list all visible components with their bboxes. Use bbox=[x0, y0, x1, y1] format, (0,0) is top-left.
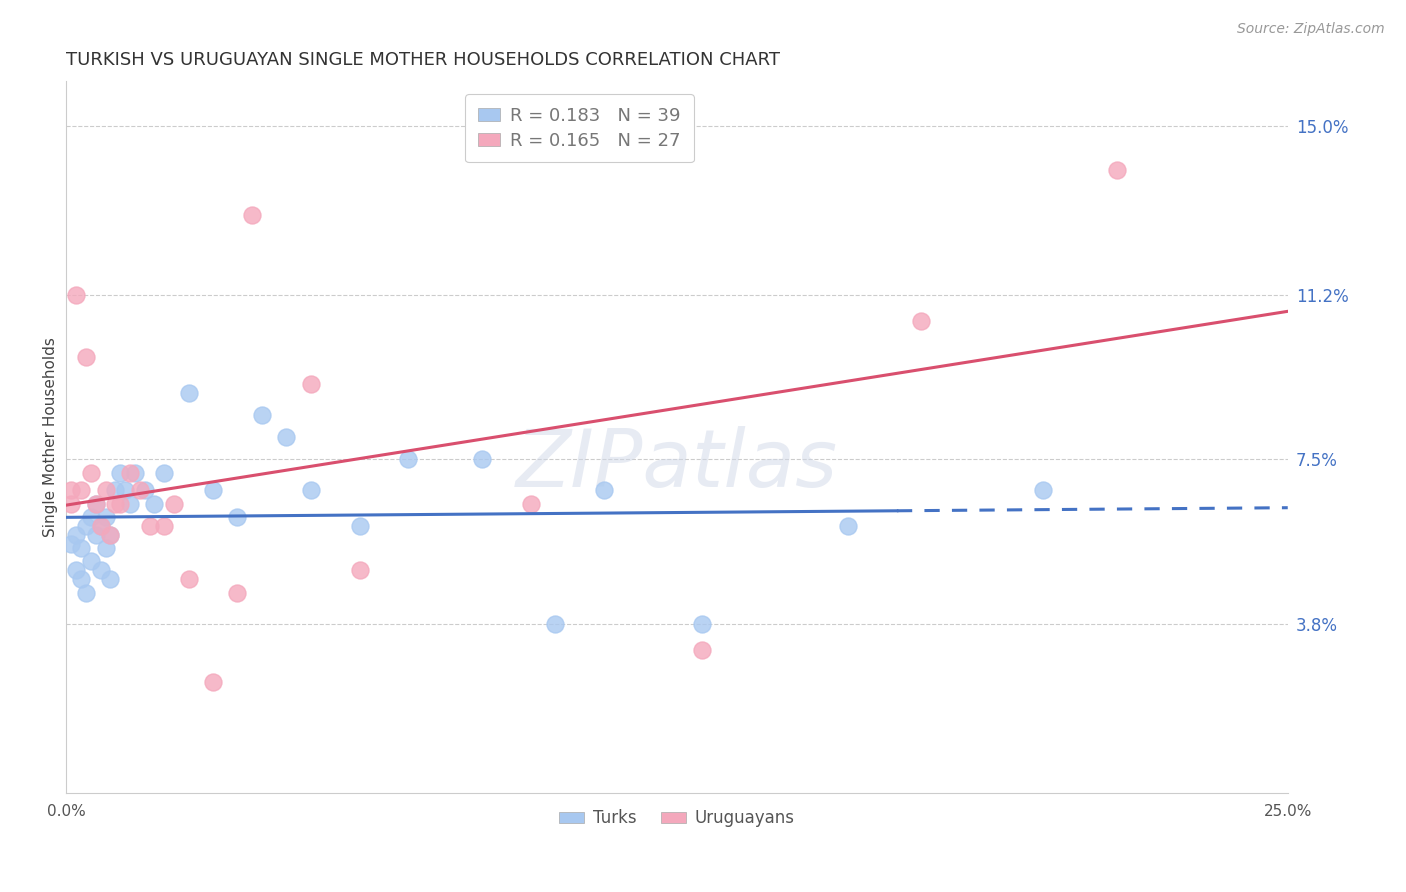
Point bbox=[100, 528, 122, 542]
Point bbox=[276, 430, 298, 444]
Point bbox=[94, 483, 117, 498]
Point bbox=[114, 483, 136, 498]
Point bbox=[910, 314, 932, 328]
Point bbox=[592, 483, 614, 498]
Point bbox=[396, 452, 419, 467]
Point bbox=[100, 572, 122, 586]
Point bbox=[250, 408, 273, 422]
Point bbox=[349, 563, 371, 577]
Point bbox=[163, 497, 186, 511]
Point bbox=[124, 466, 146, 480]
Text: TURKISH VS URUGUAYAN SINGLE MOTHER HOUSEHOLDS CORRELATION CHART: TURKISH VS URUGUAYAN SINGLE MOTHER HOUSE… bbox=[66, 51, 780, 69]
Y-axis label: Single Mother Households: Single Mother Households bbox=[44, 337, 58, 537]
Point bbox=[80, 554, 103, 568]
Point bbox=[134, 483, 156, 498]
Point bbox=[240, 208, 263, 222]
Point bbox=[690, 643, 713, 657]
Point bbox=[65, 528, 87, 542]
Point bbox=[1032, 483, 1054, 498]
Point bbox=[104, 483, 127, 498]
Text: ZIPatlas: ZIPatlas bbox=[516, 426, 838, 505]
Point bbox=[108, 466, 131, 480]
Point bbox=[1105, 163, 1128, 178]
Point bbox=[104, 497, 127, 511]
Point bbox=[60, 497, 83, 511]
Legend: Turks, Uruguayans: Turks, Uruguayans bbox=[553, 803, 801, 834]
Point bbox=[349, 519, 371, 533]
Point bbox=[60, 483, 83, 498]
Point bbox=[226, 585, 249, 599]
Point bbox=[201, 674, 224, 689]
Point bbox=[299, 376, 322, 391]
Point bbox=[75, 519, 97, 533]
Point bbox=[90, 563, 112, 577]
Point bbox=[94, 541, 117, 556]
Point bbox=[837, 519, 859, 533]
Point bbox=[118, 497, 141, 511]
Point bbox=[519, 497, 541, 511]
Point bbox=[65, 563, 87, 577]
Point bbox=[177, 385, 200, 400]
Point bbox=[84, 497, 107, 511]
Point bbox=[75, 350, 97, 364]
Point bbox=[226, 510, 249, 524]
Point bbox=[70, 483, 93, 498]
Point bbox=[70, 572, 93, 586]
Point bbox=[75, 585, 97, 599]
Point bbox=[153, 519, 176, 533]
Point bbox=[143, 497, 166, 511]
Point bbox=[60, 537, 83, 551]
Point bbox=[100, 528, 122, 542]
Point bbox=[138, 519, 160, 533]
Point bbox=[84, 497, 107, 511]
Point bbox=[299, 483, 322, 498]
Text: Source: ZipAtlas.com: Source: ZipAtlas.com bbox=[1237, 22, 1385, 37]
Point bbox=[177, 572, 200, 586]
Point bbox=[80, 510, 103, 524]
Point bbox=[84, 528, 107, 542]
Point bbox=[128, 483, 150, 498]
Point bbox=[90, 519, 112, 533]
Point bbox=[94, 510, 117, 524]
Point bbox=[471, 452, 494, 467]
Point bbox=[153, 466, 176, 480]
Point bbox=[690, 616, 713, 631]
Point bbox=[70, 541, 93, 556]
Point bbox=[80, 466, 103, 480]
Point bbox=[90, 519, 112, 533]
Point bbox=[118, 466, 141, 480]
Point bbox=[201, 483, 224, 498]
Point bbox=[65, 287, 87, 301]
Point bbox=[544, 616, 567, 631]
Point bbox=[108, 497, 131, 511]
